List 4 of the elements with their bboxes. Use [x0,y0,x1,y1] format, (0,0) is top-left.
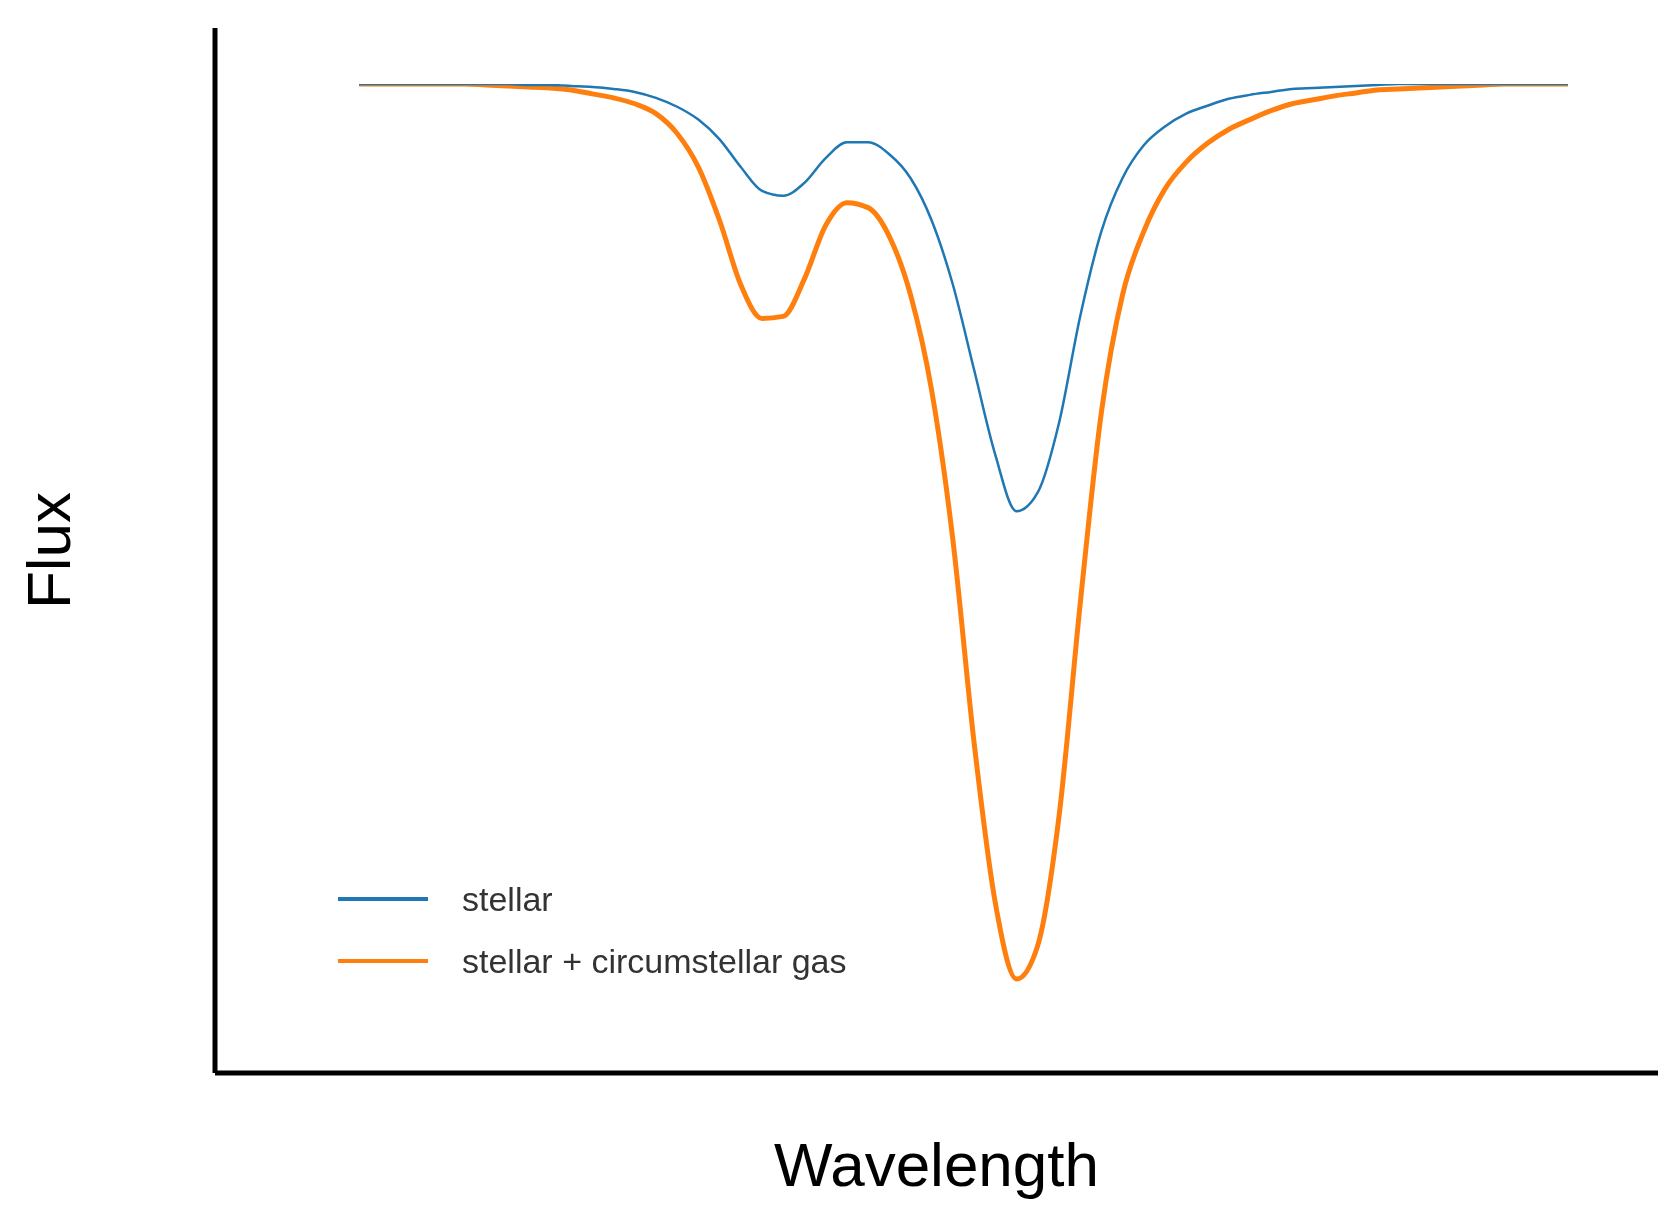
legend-label: stellar [462,879,553,920]
y-axis-title: Flux [14,491,84,610]
legend-label: stellar + circumstellar gas [462,941,847,982]
x-axis-title: Wavelength [773,1130,1100,1199]
